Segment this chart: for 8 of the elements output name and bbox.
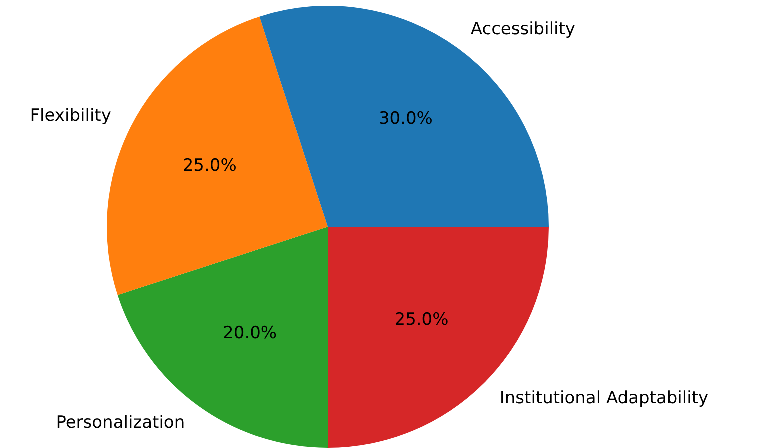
data-label: 30.0%: [378, 109, 433, 130]
data-label: 25.0%: [182, 156, 237, 176]
slice-label: Flexibility: [30, 106, 112, 126]
slice-label: Accessibility: [470, 20, 576, 40]
data-label: 25.0%: [394, 310, 449, 330]
data-label: 20.0%: [223, 324, 278, 344]
slice-label: Institutional Adaptability: [500, 388, 709, 408]
slice-label: Personalization: [56, 413, 186, 434]
